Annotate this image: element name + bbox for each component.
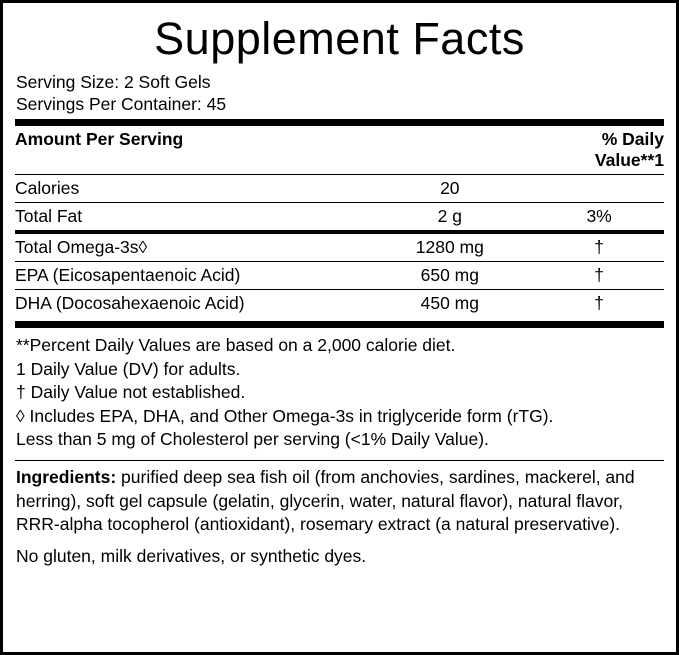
row-daily-value: †: [534, 234, 664, 262]
nutrition-table: Amount Per Serving % Daily Value**1 Calo…: [15, 126, 664, 230]
row-daily-value: †: [534, 261, 664, 290]
header-daily-value: % Daily Value**1: [534, 126, 664, 175]
table-row: EPA (Eicosapentaenoic Acid) 650 mg †: [15, 261, 664, 290]
row-amount: 1280 mg: [365, 234, 535, 262]
footnote-line: **Percent Daily Values are based on a 2,…: [16, 335, 456, 355]
footnote-line: † Daily Value not established.: [16, 382, 246, 402]
footnote-line: ◊ Includes EPA, DHA, and Other Omega-3s …: [16, 405, 554, 426]
row-daily-value: †: [594, 293, 604, 313]
table-row: Total Fat 2 g 3%: [15, 203, 664, 231]
ingredients-label: Ingredients:: [16, 467, 117, 487]
footnote-line: Less than 5 mg of Cholesterol per servin…: [16, 429, 489, 449]
row-name: DHA (Docosahexaenoic Acid): [15, 293, 245, 313]
table-row: DHA (Docosahexaenoic Acid) 450 mg †: [15, 290, 664, 318]
divider-thin-ingredients: [15, 459, 664, 461]
header-amount-per-serving: Amount Per Serving: [15, 126, 366, 175]
omega-table: Total Omega-3s◊ 1280 mg † EPA (Eicosapen…: [15, 234, 664, 317]
free-of-statement: No gluten, milk derivatives, or syntheti…: [16, 545, 367, 566]
row-name: Calories: [15, 174, 366, 203]
row-amount: 20: [365, 174, 535, 203]
row-amount: 650 mg: [365, 261, 535, 290]
table-row: Calories 20: [15, 174, 664, 203]
row-name: Total Omega-3s◊: [15, 234, 366, 262]
serving-info: Serving Size: 2 Soft Gels Servings Per C…: [16, 71, 664, 115]
footnote-line: 1 Daily Value (DV) for adults.: [16, 358, 241, 379]
row-name: EPA (Eicosapentaenoic Acid): [15, 261, 366, 290]
footnotes: **Percent Daily Values are based on a 2,…: [16, 334, 664, 452]
row-amount: 450 mg: [420, 293, 479, 313]
table-row: Total Omega-3s◊ 1280 mg †: [15, 234, 664, 262]
table-header-row: Amount Per Serving % Daily Value**1: [15, 126, 664, 175]
ingredients-text: purified deep sea fish oil (from anchovi…: [16, 467, 635, 534]
ingredients-block: Ingredients: purified deep sea fish oil …: [16, 466, 664, 537]
servings-per-container: Servings Per Container: 45: [16, 94, 227, 114]
divider-mid: [15, 230, 664, 234]
row-amount: 2 g: [437, 206, 462, 226]
row-daily-value: 3%: [586, 206, 612, 226]
header-amount-spacer: [365, 126, 535, 175]
page-title: Supplement Facts: [154, 13, 525, 64]
row-name: Total Fat: [15, 206, 83, 226]
divider-heavy-bottom: [15, 321, 664, 328]
divider-heavy-top: [15, 119, 664, 126]
serving-size: Serving Size: 2 Soft Gels: [16, 72, 211, 92]
row-daily-value: [534, 174, 664, 203]
